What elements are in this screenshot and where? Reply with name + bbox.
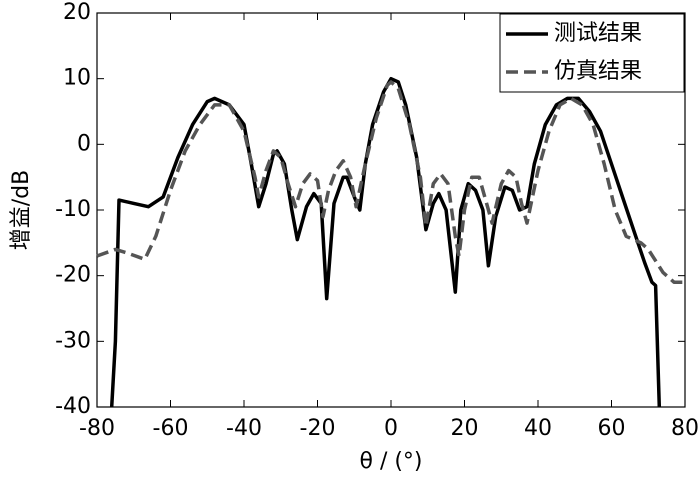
x-tick-label: 20 <box>451 416 479 441</box>
y-tick-label: -10 <box>55 197 91 222</box>
x-tick-label: 60 <box>598 416 626 441</box>
y-tick-label: 20 <box>63 0 91 25</box>
x-tick-label: -20 <box>300 416 336 441</box>
legend-label: 仿真结果 <box>554 59 642 84</box>
y-tick-label: -20 <box>55 263 91 288</box>
x-tick-label: 80 <box>671 416 699 441</box>
y-axis-label: 增益/dB <box>9 170 34 250</box>
legend-label: 测试结果 <box>554 21 642 46</box>
legend-box <box>499 13 685 93</box>
x-tick-label: -80 <box>79 416 115 441</box>
y-tick-label: 0 <box>77 131 91 156</box>
y-tick-label: -40 <box>55 394 91 419</box>
x-tick-label: -40 <box>226 416 262 441</box>
series-line <box>109 76 662 408</box>
y-tick-label: 10 <box>63 66 91 91</box>
series-line <box>96 80 685 284</box>
x-tick-label: 40 <box>524 416 552 441</box>
x-tick-label: -60 <box>153 416 189 441</box>
x-tick-label: 0 <box>384 416 398 441</box>
x-axis-label: θ / (°) <box>359 449 422 474</box>
y-tick-label: -30 <box>55 328 91 353</box>
